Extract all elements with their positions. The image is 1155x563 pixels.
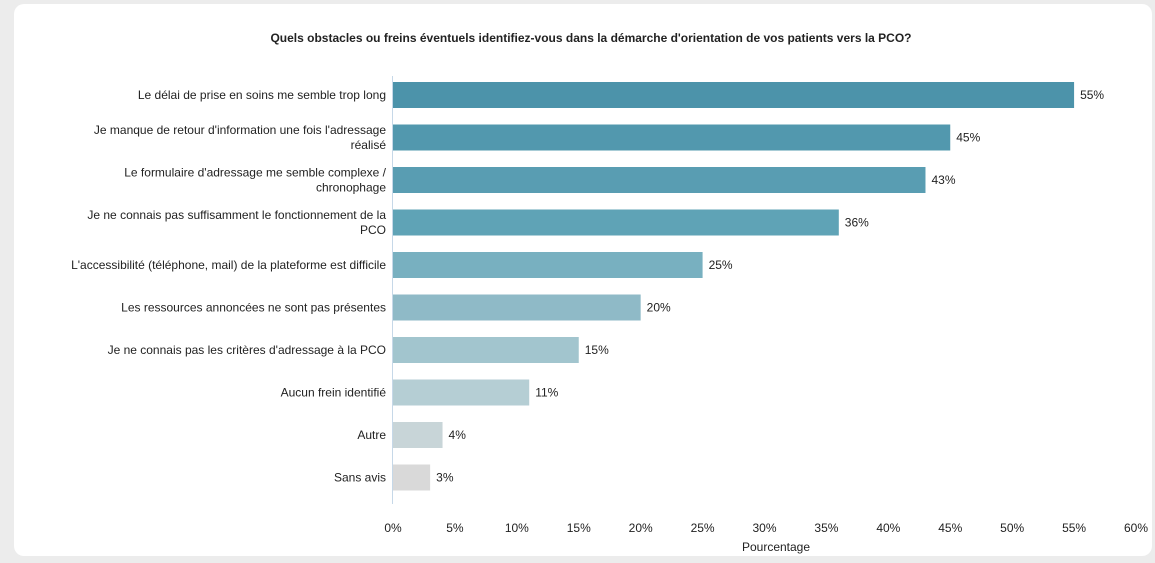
x-tick-label: 15% — [567, 521, 591, 535]
category-label-line: réalisé — [351, 138, 387, 152]
x-tick-label: 35% — [814, 521, 838, 535]
data-label-1: 55% — [1080, 88, 1104, 102]
x-axis-label: Pourcentage — [742, 540, 810, 554]
category-label-6: Les ressources annoncées ne sont pas pré… — [121, 301, 386, 315]
category-label-2: Je manque de retour d'information une fo… — [94, 123, 386, 152]
data-label-5: 25% — [709, 258, 733, 272]
bar-10 — [393, 464, 431, 491]
category-label-4: Je ne connais pas suffisamment le foncti… — [87, 208, 386, 237]
category-label-line: Les ressources annoncées ne sont pas pré… — [121, 301, 386, 315]
category-label-8: Aucun frein identifié — [281, 386, 387, 400]
x-tick-label: 45% — [938, 521, 962, 535]
category-label-line: L'accessibilité (téléphone, mail) de la … — [71, 258, 386, 272]
category-label-line: PCO — [360, 223, 386, 237]
category-label-line: Aucun frein identifié — [281, 386, 387, 400]
category-label-line: Je ne connais pas suffisamment le foncti… — [87, 208, 386, 222]
x-tick-label: 40% — [876, 521, 900, 535]
x-tick-label: 0% — [384, 521, 402, 535]
chart-card: Quels obstacles ou freins éventuels iden… — [14, 4, 1152, 556]
data-label-9: 4% — [449, 428, 467, 442]
bar-4 — [393, 209, 839, 236]
bar-1 — [393, 82, 1075, 108]
category-label-line: Sans avis — [334, 471, 386, 485]
bar-7 — [393, 337, 579, 363]
category-label-line: Je manque de retour d'information une fo… — [94, 123, 386, 137]
category-label-7: Je ne connais pas les critères d'adressa… — [108, 343, 386, 357]
x-tick-label: 10% — [505, 521, 529, 535]
data-label-2: 45% — [956, 131, 980, 145]
category-label-5: L'accessibilité (téléphone, mail) de la … — [71, 258, 386, 272]
data-label-3: 43% — [931, 173, 955, 187]
bars-group — [393, 82, 1075, 491]
category-label-10: Sans avis — [334, 471, 386, 485]
category-labels: Le délai de prise en soins me semble tro… — [71, 88, 387, 485]
data-label-10: 3% — [436, 471, 454, 485]
category-label-9: Autre — [357, 428, 386, 442]
x-tick-label: 55% — [1062, 521, 1086, 535]
x-tick-label: 25% — [691, 521, 715, 535]
category-label-line: Le délai de prise en soins me semble tro… — [138, 88, 386, 102]
category-label-line: Autre — [357, 428, 386, 442]
bar-6 — [393, 294, 641, 321]
bar-3 — [393, 167, 926, 193]
bar-2 — [393, 124, 951, 151]
bar-5 — [393, 252, 703, 278]
x-axis-ticks: 0% 5% 10% 15% 20% 25% 30% 35% 40% 45% 50% 55% 60% — [384, 521, 1148, 535]
data-label-8: 11% — [535, 386, 558, 400]
data-label-6: 20% — [647, 301, 671, 315]
x-tick-label: 30% — [752, 521, 776, 535]
category-label-line: Le formulaire d'adressage me semble comp… — [124, 166, 386, 180]
x-tick-label: 20% — [629, 521, 653, 535]
bar-8 — [393, 379, 530, 406]
data-labels: 55% 45% 43% 36% 25% 20% 15% 11% 4% 3% — [436, 88, 1104, 485]
x-tick-label: 60% — [1124, 521, 1148, 535]
x-tick-label: 5% — [446, 521, 464, 535]
bar-9 — [393, 422, 443, 448]
x-tick-label: 50% — [1000, 521, 1024, 535]
category-label-line: chronophage — [316, 181, 386, 195]
data-label-7: 15% — [585, 343, 609, 357]
category-label-3: Le formulaire d'adressage me semble comp… — [124, 166, 386, 195]
category-label-line: Je ne connais pas les critères d'adressa… — [108, 343, 386, 357]
chart-title: Quels obstacles ou freins éventuels iden… — [270, 31, 911, 45]
data-label-4: 36% — [845, 216, 869, 230]
bar-chart: Quels obstacles ou freins éventuels iden… — [71, 31, 1148, 554]
category-label-1: Le délai de prise en soins me semble tro… — [138, 88, 386, 102]
